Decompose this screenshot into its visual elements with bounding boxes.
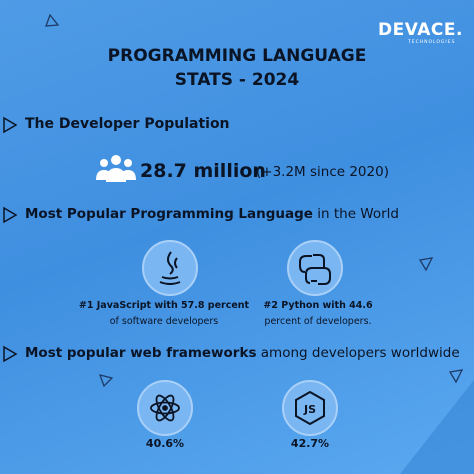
heading-rest: among developers worldwide xyxy=(256,345,460,361)
population-change: (+3.2M since 2020) xyxy=(256,164,389,180)
language-rank: #1 JavaScript with 57.8 percent xyxy=(78,300,250,311)
language-detail: of software developers xyxy=(109,316,219,327)
framework-share: 42.7% xyxy=(290,437,330,450)
heading-bold: Most popular web frameworks xyxy=(25,345,257,361)
section-heading: The Developer Population xyxy=(25,116,230,132)
java-icon xyxy=(159,251,181,285)
logo-name: DEVACE. xyxy=(378,20,463,40)
title-line: STATS - 2024 xyxy=(174,70,300,90)
section-heading: Most Popular Programming Language in the… xyxy=(25,206,399,222)
language-rank: #2 Python with 44.6 xyxy=(263,300,373,311)
react-icon xyxy=(150,394,180,422)
title-line: PROGRAMMING LANGUAGE xyxy=(107,46,367,66)
people-icon xyxy=(96,155,136,182)
language-detail: percent of developers. xyxy=(264,316,372,327)
node-icon: JS xyxy=(295,390,325,426)
population-value: 28.7 million xyxy=(140,160,266,182)
python-icon xyxy=(299,254,331,285)
heading-rest: in the World xyxy=(312,206,399,222)
framework-share: 40.6% xyxy=(145,437,185,450)
logo-tagline: TECHNOLOGIES xyxy=(408,40,456,45)
section-heading: Most popular web frameworks among develo… xyxy=(25,345,460,361)
svg-text:JS: JS xyxy=(303,403,316,416)
heading-bold: Most Popular Programming Language xyxy=(25,206,313,222)
